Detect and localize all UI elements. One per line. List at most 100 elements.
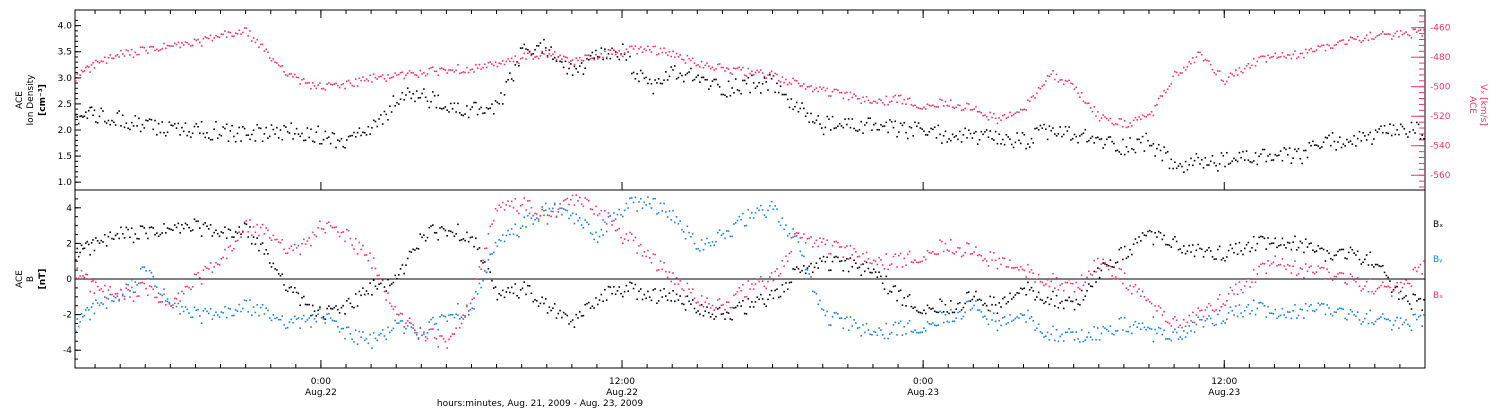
vx-point xyxy=(957,104,959,106)
vx-point xyxy=(973,108,975,110)
bx-point xyxy=(591,305,594,307)
vx-point xyxy=(188,43,190,46)
vx-point xyxy=(118,56,120,58)
vx-point xyxy=(729,72,732,74)
by-point xyxy=(955,317,958,319)
bx-point xyxy=(1247,241,1250,244)
bz-point xyxy=(611,224,613,226)
bz-point xyxy=(1376,287,1379,290)
vx-point xyxy=(1290,57,1293,60)
by-point xyxy=(777,220,780,223)
bz-point xyxy=(148,285,151,287)
density-point xyxy=(80,115,83,117)
bz-point xyxy=(932,251,934,253)
density-point xyxy=(353,131,355,134)
by-point xyxy=(1079,341,1081,343)
by-point xyxy=(85,309,87,311)
by-point xyxy=(1129,325,1131,328)
bz-point xyxy=(1096,257,1099,260)
by-point xyxy=(1070,331,1072,334)
by-point xyxy=(1116,330,1119,332)
bz-point xyxy=(711,304,714,307)
bz-point xyxy=(1290,272,1293,274)
bx-point xyxy=(1416,300,1418,302)
bx-point xyxy=(1059,302,1061,304)
x-tick-date: Aug.23 xyxy=(907,388,939,398)
by-point xyxy=(1113,333,1115,336)
by-point xyxy=(245,300,248,302)
vx-point xyxy=(740,69,742,71)
bz-point xyxy=(268,237,271,239)
bz-point xyxy=(306,240,309,242)
vx-point xyxy=(380,75,382,78)
vx-point xyxy=(682,59,685,61)
density-point xyxy=(195,123,198,125)
vx-point xyxy=(1045,80,1047,82)
bx-point xyxy=(93,249,96,252)
by-point xyxy=(743,224,746,227)
bz-point xyxy=(665,270,667,273)
by-point xyxy=(734,222,737,224)
bx-point xyxy=(114,234,117,237)
vx-point xyxy=(1288,54,1291,56)
by-point xyxy=(365,337,368,340)
bx-point xyxy=(1091,285,1094,288)
bx-point xyxy=(1321,247,1323,250)
bx-point xyxy=(1295,249,1298,251)
bx-point xyxy=(274,268,276,270)
by-point xyxy=(376,339,379,342)
bx-point xyxy=(1380,265,1382,268)
by-point xyxy=(602,234,604,236)
bz-point xyxy=(605,223,608,225)
vx-point xyxy=(229,31,232,34)
bz-point xyxy=(1286,263,1289,266)
by-point xyxy=(462,314,465,317)
density-point xyxy=(367,125,370,128)
density-point xyxy=(1279,150,1282,152)
bz-point xyxy=(1102,258,1104,261)
by-point xyxy=(905,333,907,335)
density-point xyxy=(1030,137,1033,140)
density-point xyxy=(944,130,947,133)
bx-point xyxy=(308,303,310,306)
by-point xyxy=(1378,317,1380,320)
vx-point xyxy=(200,45,203,47)
vx-point xyxy=(616,52,619,54)
vx-point xyxy=(1342,39,1345,41)
bx-point xyxy=(675,293,678,296)
by-point xyxy=(197,308,199,311)
top-panel-frame xyxy=(74,9,1426,191)
bz-point xyxy=(853,247,855,250)
bx-point xyxy=(817,267,819,269)
density-point xyxy=(475,101,477,104)
bx-point xyxy=(252,236,255,238)
vx-point xyxy=(657,52,660,55)
density-point xyxy=(738,89,741,92)
bx-point xyxy=(199,227,201,229)
bz-point xyxy=(697,301,699,303)
density-point xyxy=(1315,144,1318,146)
by-point xyxy=(718,229,721,231)
bz-point xyxy=(1260,263,1262,266)
bz-point xyxy=(195,273,198,276)
bz-point xyxy=(555,215,558,218)
bz-point xyxy=(725,301,728,303)
bx-point xyxy=(1034,298,1036,301)
by-point xyxy=(901,334,904,336)
bz-point xyxy=(751,283,753,285)
by-point xyxy=(1046,331,1049,334)
bx-point xyxy=(530,292,533,295)
bz-point xyxy=(1052,272,1054,275)
bz-point xyxy=(1186,321,1189,324)
by-point xyxy=(587,223,590,226)
bx-point xyxy=(751,301,753,303)
density-point xyxy=(498,102,500,105)
by-point xyxy=(647,196,649,198)
bx-point xyxy=(1358,258,1361,261)
bx-point xyxy=(1374,263,1377,266)
bx-point xyxy=(121,233,124,235)
density-point xyxy=(865,121,868,124)
by-point xyxy=(1179,336,1182,338)
by-point xyxy=(1260,301,1262,304)
density-point xyxy=(385,113,388,116)
